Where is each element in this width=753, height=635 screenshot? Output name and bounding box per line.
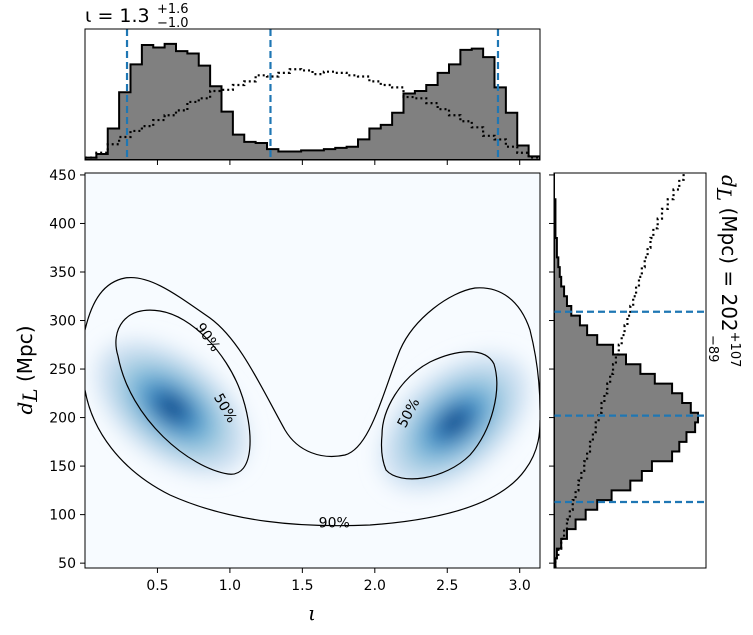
iota-marginal-panel: ι = 1.3 +1.6 −1.0 [84, 2, 541, 165]
contour-lines [85, 276, 540, 527]
distance-marginal-panel: dL (Mpc) = 202+107 −89 [549, 172, 742, 569]
x-axis-label: ι [308, 601, 316, 625]
y-axis-label-symbol: d [13, 402, 37, 415]
contour-50-right [380, 351, 498, 480]
x-tick-label: 2.5 [436, 578, 458, 594]
iota-marginal-frame [84, 28, 541, 161]
distance-label-text: (Mpc) = 202 [717, 201, 741, 332]
joint-density-panel: 90%50% 50%90% 0.5 1.0 1.5 2.0 2.5 3.0501001502… [13, 168, 541, 625]
y-axis-label-sub: L [18, 388, 42, 402]
iota-title-sup: +1.6 [157, 2, 189, 17]
distance-label: dL (Mpc) = 202+107 [712, 175, 742, 367]
y-tick-label: 250 [49, 362, 76, 378]
contour-50-left [115, 309, 251, 475]
distance-posterior-histogram [554, 173, 699, 568]
density-peak-2-layer-6 [444, 413, 465, 432]
y-tick-label: 350 [49, 265, 76, 281]
y-tick-label: 400 [49, 216, 76, 232]
iota-title: ι = 1.3 [85, 5, 150, 27]
distance-label-symbol: d [717, 175, 741, 188]
y-tick-label: 50 [58, 556, 76, 572]
y-tick-label: 100 [49, 508, 76, 524]
distance-marginal-frame [553, 172, 707, 569]
distance-label-sup: +107 [727, 332, 742, 368]
distance-prior-histogram [554, 173, 685, 568]
x-tick-label: 3.0 [509, 578, 531, 594]
joint-density-frame [84, 172, 541, 569]
iota-title-base: ι = 1.3 [85, 5, 150, 27]
x-tick-label: 1.5 [291, 578, 313, 594]
y-tick-label: 200 [49, 411, 76, 427]
iota-posterior-histogram [85, 42, 540, 160]
x-tick-label: 1.0 [219, 578, 241, 594]
y-axis-label: dL (Mpc) [13, 325, 42, 414]
density-peak-1-layer-6 [162, 399, 182, 417]
contour-label-4: 90% [319, 515, 350, 531]
x-tick-label: 0.5 [146, 578, 168, 594]
iota-prior-histogram [85, 68, 540, 159]
distance-label-sub2: −89 [705, 335, 720, 362]
iota-title-sub: −1.0 [157, 16, 189, 31]
distance-label-sub: L [712, 187, 736, 201]
y-axis-label-unit: (Mpc) [13, 325, 37, 382]
y-tick-label: 450 [49, 168, 76, 184]
y-tick-label: 300 [49, 314, 76, 330]
contour-90-outer [85, 276, 540, 457]
y-tick-label: 150 [49, 459, 76, 475]
x-tick-label: 2.0 [364, 578, 386, 594]
contour-90-inner [85, 389, 540, 527]
